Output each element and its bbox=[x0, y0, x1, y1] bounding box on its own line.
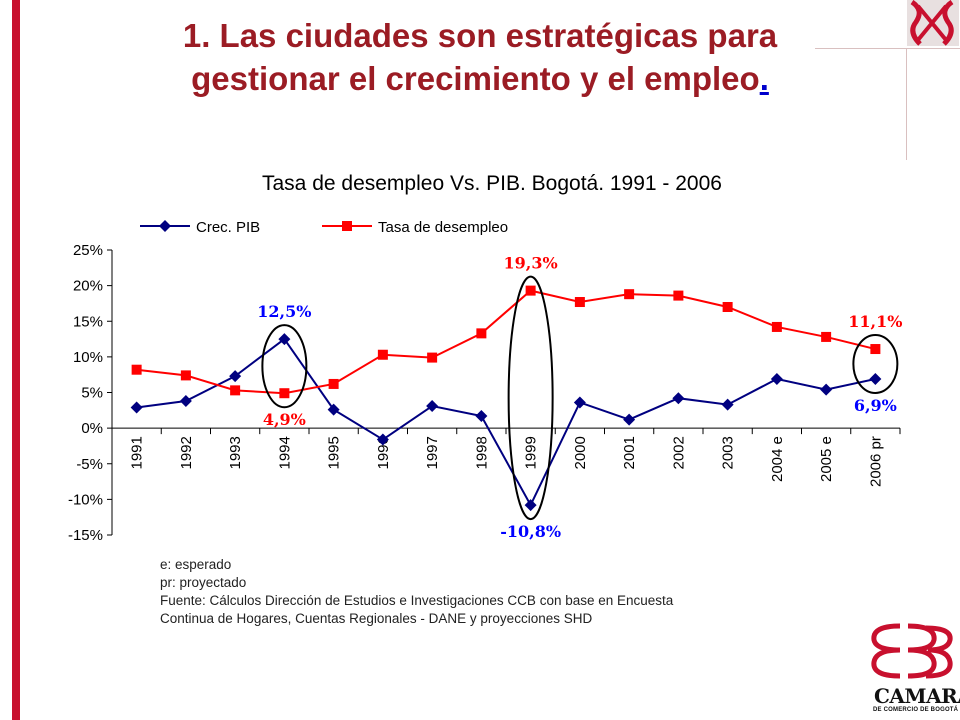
corner-logo-icon bbox=[907, 0, 959, 46]
chart-title: Tasa de desempleo Vs. PIB. Bogotá. 1991 … bbox=[262, 172, 722, 195]
data-point-desempleo bbox=[673, 290, 684, 301]
data-point-pib bbox=[770, 372, 783, 385]
x-tick-label: 1994 bbox=[276, 436, 293, 469]
data-point-pib bbox=[229, 370, 242, 383]
data-label: 19,3% bbox=[504, 254, 558, 273]
data-point-pib bbox=[721, 398, 734, 411]
y-tick-label: -5% bbox=[76, 456, 103, 473]
data-point-desempleo bbox=[525, 285, 536, 296]
data-point-pib bbox=[869, 372, 882, 385]
data-point-desempleo bbox=[574, 297, 585, 308]
data-point-pib bbox=[327, 403, 340, 416]
x-tick-label: 2000 bbox=[572, 436, 589, 469]
slide-title-line2: gestionar el crecimiento y el empleo. bbox=[100, 57, 860, 100]
x-tick-label: 1996 bbox=[375, 436, 392, 469]
x-tick-label: 1998 bbox=[473, 436, 490, 469]
data-point-desempleo bbox=[722, 302, 733, 312]
data-point-desempleo bbox=[131, 364, 142, 375]
legend-marker-desempleo bbox=[342, 221, 352, 231]
y-tick-label: 0% bbox=[81, 420, 103, 437]
data-label: -10,8% bbox=[500, 522, 561, 541]
data-point-pib bbox=[524, 499, 537, 512]
data-point-desempleo bbox=[427, 352, 438, 363]
y-tick-label: 5% bbox=[81, 385, 103, 402]
y-tick-label: 10% bbox=[73, 349, 103, 366]
y-tick-label: 15% bbox=[73, 313, 103, 330]
x-tick-label: 2003 bbox=[720, 436, 737, 469]
data-point-desempleo bbox=[279, 388, 290, 399]
data-point-desempleo bbox=[771, 321, 782, 332]
x-tick-label: 1993 bbox=[227, 436, 244, 469]
slide-title-line2-text: gestionar el crecimiento y el empleo bbox=[191, 60, 760, 97]
x-tick-label: 1992 bbox=[178, 436, 195, 469]
data-point-pib bbox=[820, 383, 833, 396]
legend-marker-pib bbox=[159, 220, 171, 232]
data-point-pib bbox=[623, 413, 636, 426]
x-tick-label: 2002 bbox=[670, 436, 687, 469]
data-point-pib bbox=[573, 396, 586, 409]
y-tick-label: -15% bbox=[68, 527, 103, 544]
footnote-line: Fuente: Cálculos Dirección de Estudios e… bbox=[160, 593, 674, 608]
ccb-logo-icon bbox=[871, 623, 953, 679]
y-tick-label: -10% bbox=[68, 491, 103, 508]
data-point-desempleo bbox=[328, 378, 339, 389]
x-tick-label: 2005 e bbox=[818, 436, 835, 482]
deco-line bbox=[906, 48, 907, 160]
data-label: 12,5% bbox=[257, 302, 311, 321]
data-label: 6,9% bbox=[854, 396, 897, 415]
deco-line bbox=[815, 48, 960, 49]
footnote-line: Continua de Hogares, Cuentas Regionales … bbox=[160, 611, 593, 626]
logo-subtitle: DE COMERCIO DE BOGOTÁ bbox=[873, 707, 959, 713]
x-tick-label: 1995 bbox=[326, 436, 343, 469]
y-tick-label: 20% bbox=[73, 278, 103, 295]
data-point-pib bbox=[179, 395, 192, 408]
data-label: 11,1% bbox=[848, 312, 902, 331]
footnotes: e: esperado pr: proyectado Fuente: Cálcu… bbox=[160, 556, 673, 628]
logo-name: CAMARA bbox=[874, 684, 960, 708]
legend-label-desempleo: Tasa de desempleo bbox=[378, 219, 508, 236]
data-point-desempleo bbox=[230, 385, 241, 396]
series-line-pib bbox=[136, 337, 876, 508]
footnote-line: e: esperado bbox=[160, 557, 232, 572]
series-lines bbox=[136, 289, 876, 508]
highlight-ellipse bbox=[507, 275, 554, 521]
y-tick-label: 25% bbox=[73, 242, 103, 259]
series-markers bbox=[130, 285, 882, 512]
data-point-pib bbox=[672, 392, 685, 405]
slide-title: 1. Las ciudades son estratégicas para ge… bbox=[100, 14, 860, 100]
title-link-dot[interactable]: . bbox=[759, 60, 769, 97]
unemployment-gdp-chart: Tasa de desempleo Vs. PIB. Bogotá. 1991 … bbox=[68, 172, 902, 544]
data-point-desempleo bbox=[870, 344, 881, 355]
data-point-desempleo bbox=[476, 328, 487, 339]
series-line-desempleo bbox=[136, 289, 876, 395]
data-point-pib bbox=[130, 401, 143, 414]
data-point-pib bbox=[426, 400, 439, 413]
data-point-desempleo bbox=[821, 331, 832, 342]
data-annotations: 12,5% 4,9% 19,3% -10,8% 11,1% 6,9% bbox=[257, 254, 902, 541]
legend-label-pib: Crec. PIB bbox=[196, 219, 260, 236]
highlight-ellipse bbox=[852, 334, 899, 394]
x-tick-label: 2001 bbox=[621, 436, 638, 469]
x-tick-label: 2004 e bbox=[769, 436, 786, 482]
slide-title-line1: 1. Las ciudades son estratégicas para bbox=[182, 17, 778, 54]
data-point-desempleo bbox=[624, 289, 635, 300]
legend: Crec. PIB Tasa de desempleo bbox=[140, 219, 508, 236]
x-tick-label: 2006 pr bbox=[867, 436, 884, 487]
data-point-pib bbox=[278, 333, 291, 346]
data-label: 4,9% bbox=[263, 410, 306, 429]
data-point-desempleo bbox=[180, 370, 191, 381]
data-point-desempleo bbox=[377, 349, 388, 360]
axes: 25% 20% 15% 10% 5% 0% -5% -10% -15% 1991 1992 1993 1… bbox=[68, 242, 901, 544]
footnote-line: pr: proyectado bbox=[160, 575, 247, 590]
highlight-ellipses bbox=[261, 275, 899, 521]
x-tick-label: 1999 bbox=[523, 436, 540, 469]
x-tick-label: 1997 bbox=[424, 436, 441, 469]
x-tick-label: 1991 bbox=[129, 436, 146, 469]
accent-bar bbox=[12, 0, 20, 720]
highlight-ellipse bbox=[261, 324, 308, 409]
data-point-pib bbox=[475, 410, 488, 423]
data-point-pib bbox=[376, 433, 389, 446]
